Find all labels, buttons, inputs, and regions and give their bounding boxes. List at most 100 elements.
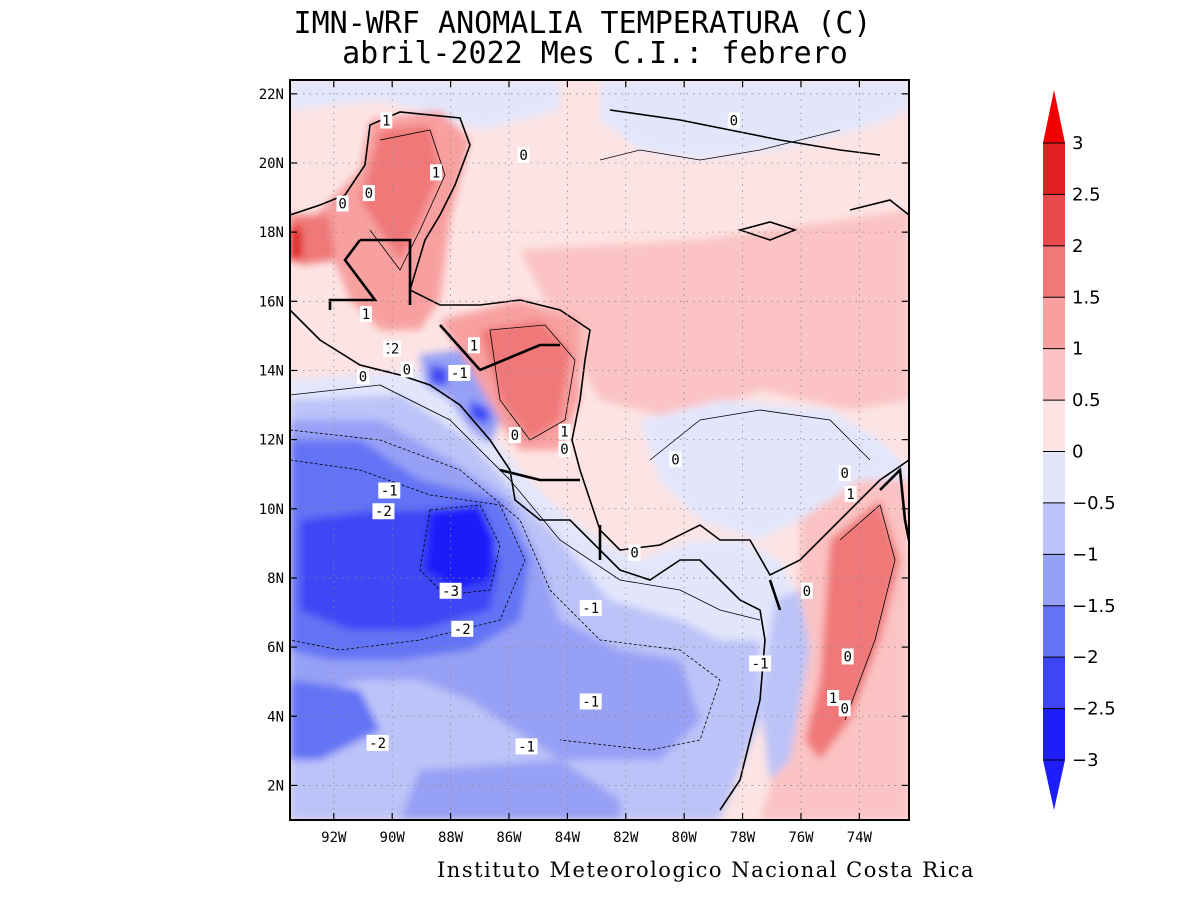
contour-label: 1: [382, 113, 390, 129]
contour-label: 1: [829, 691, 837, 707]
colorbar-label: −2.5: [1072, 699, 1116, 720]
field-salvador-min: [430, 365, 448, 385]
contour-label: 1: [362, 307, 370, 323]
border-guatemala-belize: [360, 238, 412, 305]
contour-label-box: [439, 582, 462, 599]
contour-label-layer: 110000112001-10100-1-2-3-20-1-1-1-1-2010…: [336, 112, 857, 755]
contour-label-box: [389, 340, 402, 357]
contour-label: 0: [365, 186, 373, 202]
lon-tick-label: 74W: [847, 830, 873, 846]
colorbar: 3 2.5 2 1.5 1 0.5 0 −0.5 −1 −1.5 −2 −2.5 −3: [1043, 90, 1116, 810]
contour-label: 1: [432, 165, 440, 181]
contour-label: 0: [841, 466, 849, 482]
lat-tick-label: 2N: [267, 778, 284, 794]
field-cuba-cool: [600, 80, 909, 160]
contour-label-box: [517, 147, 530, 164]
coastline-jamaica: [737, 221, 798, 241]
contour-label: 0: [519, 148, 527, 164]
colorbar-label: 2.5: [1072, 184, 1101, 205]
contour-label: 0: [803, 584, 811, 600]
field-pacific-min: [425, 505, 495, 590]
contour-label: 0: [630, 546, 638, 562]
field-south-cold: [400, 760, 620, 820]
colorbar-label: 2: [1072, 236, 1083, 257]
contour-label: -1: [451, 366, 468, 382]
lon-tick-label: 76W: [788, 830, 814, 846]
contour-label-box: [366, 734, 389, 751]
coastline-hispaniola: [849, 199, 909, 216]
lat-tick-label: 6N: [267, 640, 284, 656]
contour-label-box: [429, 164, 442, 181]
colorbar-segment: [1043, 143, 1065, 195]
field-yucatan-hot: [360, 125, 440, 260]
country-borders: [328, 238, 909, 611]
field-sw-very-cold: [290, 680, 380, 760]
colorbar-segment: [1043, 502, 1065, 555]
border-panama-colombia: [768, 579, 782, 611]
lat-tick-label: 16N: [259, 294, 284, 310]
contour-zero-caribbean: [649, 409, 871, 461]
coastlines: [290, 109, 909, 811]
contour-zero-north: [599, 129, 841, 161]
field-nicaragua-hot: [480, 320, 570, 440]
colorbar-label: 1: [1072, 339, 1083, 360]
contour-label: 1: [470, 338, 478, 354]
border-nicaragua-costarica: [499, 468, 580, 482]
field-gulf-cool: [290, 80, 560, 130]
colorbar-segment: [1043, 657, 1065, 710]
contour-label-box: [838, 465, 851, 482]
contour-label-box: [356, 368, 369, 385]
colorbar-segment: [1043, 400, 1065, 452]
contour-label-box: [749, 655, 772, 672]
border-guatemala-mexico: [328, 239, 378, 310]
contour-label-box: [841, 648, 854, 665]
contour-label: 0: [338, 196, 346, 212]
map-frame: [289, 79, 910, 821]
lat-tick-label: 10N: [259, 502, 284, 518]
contour-label-box: [579, 600, 602, 617]
contour-label: -1: [381, 483, 398, 499]
colorbar-segment: [1043, 708, 1065, 761]
lon-tick-label: 92W: [321, 830, 347, 846]
contour-label: -1: [752, 656, 769, 672]
contour-one-nicaragua: [489, 324, 576, 441]
contour-label: 0: [560, 442, 568, 458]
colorbar-label: −2: [1072, 647, 1099, 668]
contour-label-box: [451, 620, 474, 637]
contour-minus1: [290, 429, 721, 751]
chart-title: IMN-WRF ANOMALIA TEMPERATURA (C): [293, 6, 872, 41]
lon-tick-label: 86W: [496, 830, 522, 846]
colorbar-label: −3: [1072, 750, 1099, 771]
contour-minus2: [290, 459, 526, 651]
contour-label: 0: [671, 452, 679, 468]
colorbar-segment: [1043, 605, 1065, 658]
contour-label-box: [558, 441, 571, 457]
contour-label: 0: [403, 362, 411, 378]
colorbar-arrow-top: [1043, 90, 1065, 143]
contour-label: 0: [511, 428, 519, 444]
lat-tick-label: 14N: [259, 363, 284, 379]
lat-tick-label: 22N: [259, 87, 284, 103]
lat-tick-label: 20N: [259, 156, 284, 172]
colorbar-segment: [1043, 554, 1065, 607]
contour-zero-pacific: [290, 384, 761, 621]
colorbar-label: 0: [1072, 442, 1083, 463]
map-axes: 92W 90W 88W 86W 84W 82W 80W 78W 76W 74W22N20N18N1…: [259, 80, 909, 846]
contour-label-box: [800, 582, 813, 599]
contour-label-box: [558, 423, 571, 440]
contour-label: 1: [560, 425, 568, 441]
contour-label: 0: [843, 649, 851, 665]
contour-label: -3: [442, 584, 459, 600]
colorbar-segment: [1043, 245, 1065, 298]
contour-lines: [290, 129, 896, 751]
contour-label: -2: [375, 504, 392, 520]
contour-label-box: [336, 195, 349, 212]
lon-tick-label: 90W: [380, 830, 406, 846]
contour-label-box: [827, 689, 840, 706]
contour-label: -1: [582, 601, 599, 617]
contour-minus3: [419, 504, 501, 596]
contour-label: 2: [391, 342, 399, 358]
colorbar-label: 3: [1072, 133, 1083, 154]
field-caribbean-warm: [520, 210, 909, 420]
